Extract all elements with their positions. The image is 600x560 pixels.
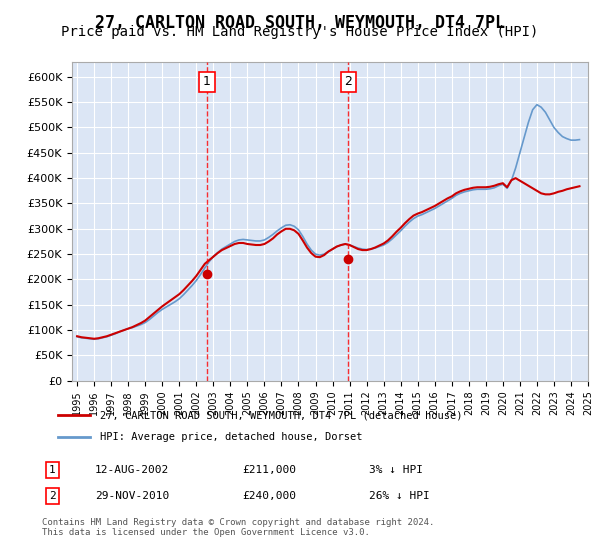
Text: Contains HM Land Registry data © Crown copyright and database right 2024.
This d: Contains HM Land Registry data © Crown c… [42,518,434,538]
Text: £211,000: £211,000 [242,465,296,475]
Text: Price paid vs. HM Land Registry's House Price Index (HPI): Price paid vs. HM Land Registry's House … [61,25,539,39]
Text: 1: 1 [49,465,56,475]
Text: 1: 1 [203,76,211,88]
Text: 27, CARLTON ROAD SOUTH, WEYMOUTH, DT4 7PL (detached house): 27, CARLTON ROAD SOUTH, WEYMOUTH, DT4 7P… [100,410,463,420]
Text: 2: 2 [49,491,56,501]
Text: 12-AUG-2002: 12-AUG-2002 [95,465,169,475]
Text: £240,000: £240,000 [242,491,296,501]
Text: 2: 2 [344,76,352,88]
Text: HPI: Average price, detached house, Dorset: HPI: Average price, detached house, Dors… [100,432,362,442]
Text: 27, CARLTON ROAD SOUTH, WEYMOUTH, DT4 7PL: 27, CARLTON ROAD SOUTH, WEYMOUTH, DT4 7P… [95,14,505,32]
Text: 3% ↓ HPI: 3% ↓ HPI [370,465,424,475]
Text: 26% ↓ HPI: 26% ↓ HPI [370,491,430,501]
Text: 29-NOV-2010: 29-NOV-2010 [95,491,169,501]
